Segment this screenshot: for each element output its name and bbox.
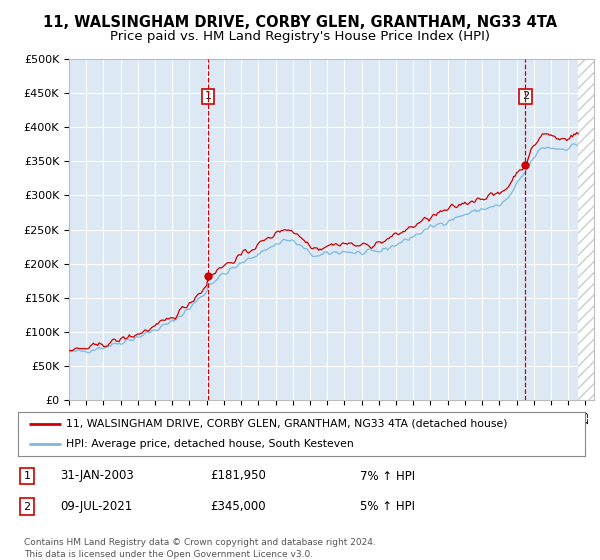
Text: £181,950: £181,950: [210, 469, 266, 483]
Text: 5% ↑ HPI: 5% ↑ HPI: [360, 500, 415, 514]
Text: 31-JAN-2003: 31-JAN-2003: [60, 469, 134, 483]
Text: 2: 2: [23, 502, 31, 512]
Text: 2: 2: [522, 91, 529, 101]
Text: Contains HM Land Registry data © Crown copyright and database right 2024.
This d: Contains HM Land Registry data © Crown c…: [24, 538, 376, 559]
Text: Price paid vs. HM Land Registry's House Price Index (HPI): Price paid vs. HM Land Registry's House …: [110, 30, 490, 43]
Text: 11, WALSINGHAM DRIVE, CORBY GLEN, GRANTHAM, NG33 4TA: 11, WALSINGHAM DRIVE, CORBY GLEN, GRANTH…: [43, 15, 557, 30]
Text: £345,000: £345,000: [210, 500, 266, 514]
Text: HPI: Average price, detached house, South Kesteven: HPI: Average price, detached house, Sout…: [66, 439, 354, 449]
Text: 1: 1: [205, 91, 212, 101]
Text: 7% ↑ HPI: 7% ↑ HPI: [360, 469, 415, 483]
Text: 11, WALSINGHAM DRIVE, CORBY GLEN, GRANTHAM, NG33 4TA (detached house): 11, WALSINGHAM DRIVE, CORBY GLEN, GRANTH…: [66, 419, 508, 429]
Text: 1: 1: [23, 471, 31, 481]
Text: 09-JUL-2021: 09-JUL-2021: [60, 500, 132, 514]
